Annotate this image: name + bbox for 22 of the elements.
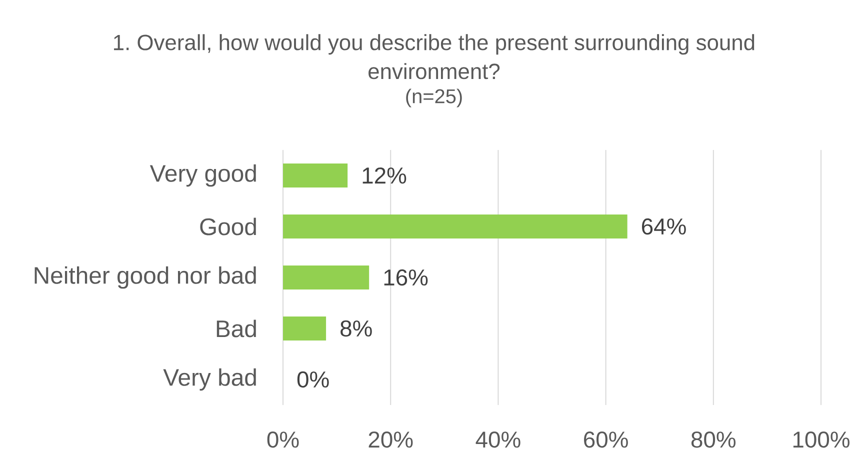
bar bbox=[283, 316, 326, 341]
bar bbox=[283, 214, 628, 239]
data-label: 8% bbox=[340, 320, 372, 337]
chart-subtitle: (n=25) bbox=[406, 88, 462, 108]
y-tick-label: Very good bbox=[150, 164, 256, 187]
x-tick-label: 40% bbox=[476, 432, 520, 448]
bar bbox=[283, 164, 348, 188]
y-tick-label: Bad bbox=[216, 320, 256, 338]
y-tick-label: Very bad bbox=[163, 368, 256, 391]
bar bbox=[283, 266, 370, 290]
data-label: 16% bbox=[384, 269, 428, 286]
chart-title: 1. Overall, how would you describe the present surrounding sound environment? bbox=[114, 34, 754, 80]
data-label: 12% bbox=[362, 167, 406, 184]
x-tick-label: 0% bbox=[267, 432, 299, 448]
x-tick-label: 80% bbox=[691, 432, 736, 448]
data-label: 64% bbox=[642, 218, 686, 235]
x-tick-label: 100% bbox=[793, 432, 850, 448]
x-tick-label: 20% bbox=[368, 432, 413, 448]
y-tick-label: Neither good nor bad bbox=[34, 266, 256, 289]
data-label: 0% bbox=[297, 371, 329, 388]
x-tick-label: 60% bbox=[584, 432, 628, 448]
y-tick-label: Good bbox=[200, 218, 256, 236]
